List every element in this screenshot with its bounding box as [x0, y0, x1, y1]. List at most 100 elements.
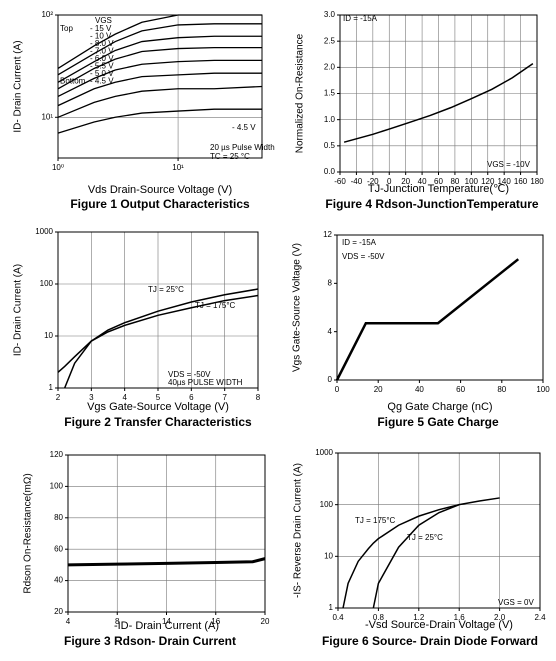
figure-title: Figure 3 Rdson- Drain Current	[64, 634, 236, 648]
y-tick-label: 100	[50, 482, 64, 491]
series-line	[57, 46, 262, 90]
x-tick-label: 10¹	[172, 163, 184, 172]
legend-entry: - 5.0 V	[90, 69, 114, 78]
y-tick-label: 0.5	[324, 141, 336, 150]
series-line	[57, 72, 262, 107]
legend-entry: - 5.5 V	[90, 62, 114, 71]
x-tick-label: 4	[66, 617, 71, 626]
x-tick-label: 2.0	[494, 613, 506, 622]
x-tick-label: 8	[115, 617, 120, 626]
x-tick-label: 7	[222, 393, 227, 402]
figure-title: Figure 4 Rdson-JunctionTemperature	[325, 197, 538, 211]
annotation: TC = 25 °C	[210, 152, 250, 161]
chart: 2 3 4 5 6 7 8 1 10 100 1000 TJ = 25°C TJ = 175°C VDS …	[13, 227, 261, 429]
y-tick-label: 20	[54, 607, 63, 616]
chart: 0 20 40 60 80 100 0 4 8 12 ID = -15A VDS = -50V Qg G…	[292, 230, 551, 429]
legend-entry: - 6.0 V	[90, 54, 114, 63]
x-tick-label: 1.2	[413, 613, 425, 622]
y-tick-label: 0.0	[324, 167, 336, 176]
annotation: 20 µs Pulse Width	[210, 143, 275, 152]
x-tick-label: 6	[189, 393, 194, 402]
legend-entry: - 7.0 V	[90, 47, 114, 56]
y-tick-label: 120	[50, 450, 64, 459]
chart: 10⁰ 10¹ 10¹ 10² VGS- 15 V- 10 V- 8.0 V- 7.0 …	[13, 10, 275, 211]
y-tick-label: 10	[44, 331, 53, 340]
figure-title: Figure 6 Source- Drain Diode Forward	[322, 634, 538, 648]
x-tick-label: -60	[334, 177, 346, 186]
x-tick-label: -40	[351, 177, 363, 186]
series-label: TJ = 175°C	[355, 516, 396, 525]
x-tick-label: 10⁰	[52, 163, 64, 172]
series-line	[57, 23, 262, 76]
y-tick-label: 100	[40, 279, 54, 288]
legend-entry: - 4.5 V	[90, 77, 114, 86]
x-tick-label: 180	[530, 177, 544, 186]
legend-entry: - 15 V	[90, 24, 112, 33]
x-tick-label: 100	[465, 177, 479, 186]
series-line	[372, 503, 460, 609]
y-tick-label: 1000	[35, 227, 53, 236]
plot-frame	[337, 452, 541, 609]
annotation: VDS = -50V	[342, 252, 385, 261]
figure-title: Figure 5 Gate Charge	[377, 415, 499, 429]
annotation: ID = -15A	[342, 238, 377, 247]
annotation: VDS = -50V	[168, 370, 211, 379]
y-tick-label: 2.0	[324, 62, 336, 71]
x-tick-label: 8	[256, 393, 261, 402]
x-tick-label: 40	[418, 177, 427, 186]
x-tick-label: 80	[450, 177, 459, 186]
annotation: VGS = 0V	[498, 598, 534, 607]
x-axis-title: TJ-Junction Temperature(℃)	[368, 183, 509, 195]
series-line	[63, 288, 259, 389]
x-tick-label: 20	[261, 617, 270, 626]
series-line	[57, 85, 263, 118]
x-tick-label: 2.4	[534, 613, 546, 622]
y-axis-title: Normalized On-Resistance	[295, 33, 306, 153]
x-tick-label: 0.4	[332, 613, 344, 622]
x-tick-label: 140	[497, 177, 511, 186]
x-axis-title: Vds Drain-Source Voltage (V)	[88, 184, 232, 196]
y-tick-label: 1.5	[324, 89, 336, 98]
series-line	[343, 63, 534, 143]
x-tick-label: 60	[434, 177, 443, 186]
x-tick-label: 100	[536, 385, 550, 394]
x-tick-label: 14	[162, 617, 171, 626]
x-tick-label: 4	[122, 393, 127, 402]
y-tick-label: 2.5	[324, 36, 336, 45]
figure-title: Figure 1 Output Characteristics	[70, 197, 250, 211]
plot-frame	[67, 454, 266, 613]
y-tick-label: 1000	[315, 448, 333, 457]
legend-note: Top	[60, 24, 73, 33]
plot-frame	[339, 14, 538, 173]
y-tick-label: 0	[328, 375, 333, 384]
annotation: - 4.5 V	[232, 123, 256, 132]
x-tick-label: 0.8	[373, 613, 385, 622]
y-tick-label: 1.0	[324, 115, 336, 124]
series-line	[342, 497, 500, 609]
y-axis-title: ID- Drain Current (A)	[13, 264, 24, 356]
legend-note: Bottom	[60, 77, 86, 86]
y-axis-title: ID- Drain Current (A)	[13, 40, 24, 132]
x-tick-label: 60	[456, 385, 465, 394]
series-line	[57, 294, 259, 373]
y-tick-label: 40	[54, 576, 63, 585]
y-tick-label: 10¹	[41, 112, 53, 121]
x-axis-title: -ID- Drain Current (A)	[114, 620, 219, 632]
plot-frame	[57, 231, 259, 389]
x-tick-label: 2	[56, 393, 61, 402]
y-tick-label: 80	[54, 513, 63, 522]
x-tick-label: 5	[156, 393, 161, 402]
figure-title: Figure 2 Transfer Characteristics	[64, 415, 252, 429]
annotation: VGS = -10V	[487, 160, 531, 169]
chart: -60 -40 -20 0 20 40 60 80 100 120 140 160 180 0.0 0.5 1…	[295, 10, 545, 211]
x-axis-title: Vgs Gate-Source Voltage (V)	[87, 401, 229, 413]
x-axis-title: -Vsd Source-Drain Voltage (V)	[365, 619, 513, 631]
y-tick-label: 12	[323, 230, 332, 239]
series-line	[57, 59, 262, 97]
y-tick-label: 3.0	[324, 10, 336, 19]
series-label: TJ = 25°C	[148, 285, 184, 294]
y-tick-label: 10²	[41, 10, 53, 19]
y-axis-title: Rdson On-Resistance(mΩ)	[23, 473, 34, 593]
x-tick-label: 16	[211, 617, 220, 626]
